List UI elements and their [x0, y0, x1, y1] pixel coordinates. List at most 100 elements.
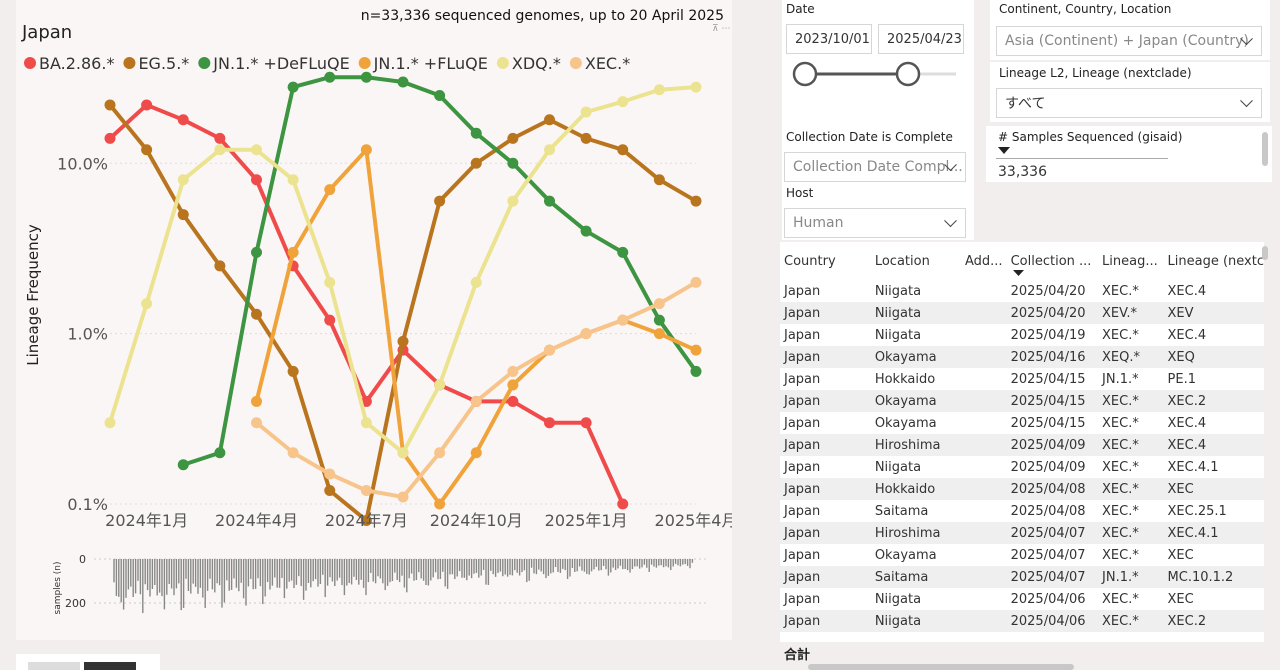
- table-row[interactable]: Japan Niigata 2025/04/20 XEV.* XEV: [780, 302, 1264, 324]
- table-cell: Niigata: [874, 591, 922, 607]
- table-row[interactable]: Japan Okayama 2025/04/15 XEC.* XEC.4: [780, 412, 1264, 434]
- data-point: [251, 246, 262, 258]
- data-point: [251, 144, 262, 156]
- table-cell: XEQ.*: [1098, 346, 1164, 368]
- col-lineage-nextclade[interactable]: Lineage (nextc: [1167, 253, 1264, 269]
- table-cell: 2025/04/16: [1006, 346, 1099, 368]
- legend-item[interactable]: EG.5.*: [123, 54, 189, 73]
- data-point: [287, 81, 299, 93]
- data-point: [324, 468, 336, 480]
- host-dropdown-value: Human: [793, 215, 844, 231]
- table-row[interactable]: Japan Niigata 2025/04/06 XEC.* XEC.2: [780, 610, 1264, 632]
- date-start-input[interactable]: 2023/10/01: [786, 24, 872, 54]
- slider-end-handle[interactable]: [895, 61, 921, 87]
- complete-dropdown[interactable]: Collection Date Compl...: [784, 152, 966, 182]
- table-cell: Japan: [780, 434, 871, 456]
- legend-marker: [358, 57, 371, 69]
- table-row[interactable]: Japan Niigata 2025/04/20 XEC.* XEC.4: [780, 280, 1264, 302]
- col-lineage[interactable]: Lineag...: [1102, 253, 1158, 269]
- table-cell: JN.1.*: [1102, 371, 1139, 387]
- samples-value: 33,336: [998, 164, 1047, 180]
- table-row[interactable]: Japan Okayama 2025/04/07 XEC.* XEC: [780, 544, 1264, 566]
- samples-scrollbar[interactable]: [1262, 132, 1268, 166]
- data-point: [544, 144, 555, 156]
- chart-legend[interactable]: BA.2.86.* EG.5.* JN.1.* +DeFLuQE JN.1.* +FL…: [24, 54, 630, 73]
- x-tick-label: 2024年10月: [430, 511, 523, 530]
- table-cell: Japan: [780, 302, 871, 324]
- sort-desc-icon[interactable]: [998, 146, 1012, 156]
- visual-options-icon[interactable]: ⊼ ⋯: [712, 24, 730, 34]
- page-tab-2[interactable]: [84, 662, 136, 670]
- table-row[interactable]: Japan Niigata 2025/04/09 XEC.* XEC.4.1: [780, 456, 1264, 478]
- legend-item[interactable]: JN.1.* +DeFLuQE: [198, 54, 350, 73]
- table-cell: Japan: [784, 371, 821, 387]
- date-range-slider[interactable]: [786, 60, 966, 90]
- data-point: [287, 174, 299, 186]
- host-dropdown[interactable]: Human: [784, 208, 966, 238]
- sort-desc-icon: [1012, 270, 1024, 276]
- data-point: [690, 276, 702, 288]
- col-add[interactable]: Add...: [964, 253, 1003, 269]
- chevron-down-icon: [944, 214, 957, 228]
- data-point: [507, 379, 519, 391]
- x-axis-ticks: 2024年1月 2024年4月 2024年7月 2024年10月 2025年1月 2025…: [105, 511, 732, 530]
- region-dropdown[interactable]: Asia (Continent) + Japan (Country): [996, 26, 1262, 56]
- data-point: [251, 308, 262, 320]
- legend-item[interactable]: JN.1.* +FLuQE: [358, 54, 488, 73]
- col-country[interactable]: Country: [784, 253, 836, 269]
- table-row[interactable]: Japan Okayama 2025/04/15 XEC.* XEC.2: [780, 390, 1264, 412]
- table-cell: XEC.*: [1098, 478, 1164, 500]
- table-cell: Saitama: [874, 503, 929, 519]
- data-point: [470, 447, 482, 459]
- table-cell: Niigata: [870, 610, 961, 632]
- table-horizontal-scrollbar[interactable]: [808, 664, 1074, 670]
- table-scrollbar[interactable]: [1262, 246, 1268, 260]
- data-point: [397, 491, 409, 503]
- data-point: [580, 132, 592, 144]
- data-point: [617, 96, 629, 108]
- table-row[interactable]: Japan Niigata 2025/04/06 XEC.* XEC: [780, 588, 1264, 610]
- table-row[interactable]: Japan Okayama 2025/04/16 XEQ.* XEQ: [780, 346, 1264, 368]
- table-row[interactable]: Japan Hokkaido 2025/04/15 JN.1.* PE.1: [780, 368, 1264, 390]
- date-end-input[interactable]: 2025/04/23: [878, 24, 964, 54]
- data-point: [360, 515, 372, 527]
- data-point: [360, 485, 372, 497]
- table-row[interactable]: Japan Niigata 2025/04/19 XEC.* XEC.4: [780, 324, 1264, 346]
- col-collection-date[interactable]: Collection ...: [1007, 242, 1098, 280]
- lineage-frequency-chart: Japan n=33,336 sequenced genomes, up to …: [21, 8, 732, 615]
- table-cell: 2025/04/20: [1006, 302, 1099, 324]
- legend-item[interactable]: BA.2.86.*: [24, 54, 114, 73]
- data-point: [434, 447, 446, 459]
- table-cell: 2025/04/20: [1010, 283, 1086, 299]
- col-location[interactable]: Location: [874, 253, 930, 269]
- data-point: [580, 328, 592, 340]
- data-point: [470, 395, 482, 407]
- table-cell: XEC.*: [1102, 327, 1139, 343]
- table-row[interactable]: Japan Hiroshima 2025/04/07 XEC.* XEC.4.1: [780, 522, 1264, 544]
- slider-start-handle[interactable]: [792, 61, 818, 87]
- table-cell: Niigata: [874, 459, 922, 475]
- table-cell: [961, 500, 1007, 522]
- table-row[interactable]: Japan Hiroshima 2025/04/09 XEC.* XEC.4: [780, 434, 1264, 456]
- table-cell: Hiroshima: [870, 434, 961, 456]
- data-point: [324, 71, 336, 83]
- table-cell: Japan: [784, 283, 821, 299]
- table-row[interactable]: Japan Saitama 2025/04/08 XEC.* XEC.25.1: [780, 500, 1264, 522]
- data-point: [141, 99, 153, 111]
- data-point: [324, 276, 336, 288]
- data-point: [360, 417, 372, 429]
- table-row[interactable]: Japan Hokkaido 2025/04/08 XEC.* XEC: [780, 478, 1264, 500]
- table-cell: 2025/04/08: [1010, 503, 1086, 519]
- lineage-dropdown-value: すべて: [1005, 96, 1046, 112]
- lineage-dropdown[interactable]: すべて: [996, 88, 1262, 118]
- page-tab-1[interactable]: [28, 662, 80, 670]
- data-point: [287, 365, 299, 377]
- table-row[interactable]: Japan Saitama 2025/04/07 JN.1.* MC.10.1.2: [780, 566, 1264, 588]
- legend-item[interactable]: XEC.*: [569, 54, 630, 73]
- legend-item[interactable]: XDQ.*: [496, 54, 561, 73]
- data-point: [470, 157, 482, 169]
- data-point: [104, 417, 116, 429]
- data-point: [251, 174, 262, 186]
- data-point: [653, 298, 665, 310]
- y-axis-ticks: 10.0% 1.0% 0.1%: [57, 154, 108, 514]
